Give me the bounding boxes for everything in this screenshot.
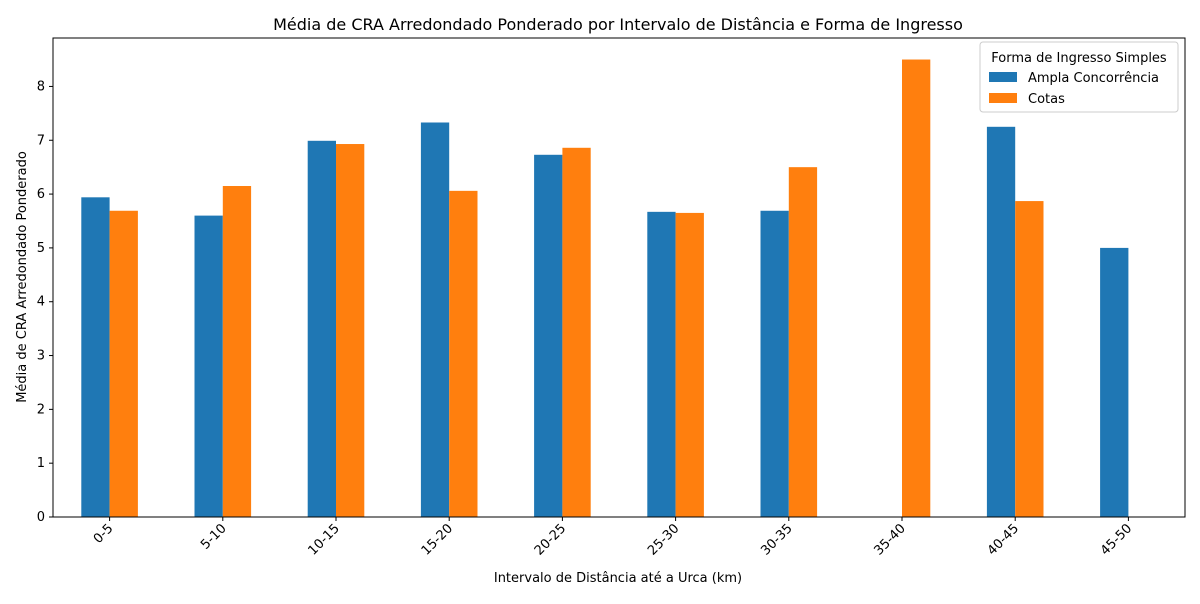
bar-cotas-35-40: [902, 59, 931, 518]
bar-cotas-20-25: [562, 147, 591, 517]
x-tick-label: 45-50: [1098, 521, 1135, 558]
bar-cotas-40-45: [1015, 201, 1044, 517]
bar-ampla-45-50: [1100, 247, 1129, 518]
y-tick-label: 0: [37, 510, 45, 525]
x-tick-label: 40-45: [985, 521, 1022, 558]
y-tick-label: 3: [37, 349, 45, 364]
y-tick-label: 8: [37, 79, 45, 94]
bar-ampla-5-10: [194, 215, 223, 517]
y-tick-label: 5: [37, 241, 45, 256]
legend-items: Ampla Concorrência Cotas: [989, 71, 1159, 107]
bar-cotas-30-35: [788, 167, 818, 518]
y-tick-label: 1: [37, 456, 45, 471]
bar-ampla-40-45: [986, 126, 1016, 517]
legend: Forma de Ingresso Simples Ampla Concorrê…: [979, 41, 1179, 113]
legend-swatch-cotas: [989, 93, 1017, 103]
bar-cotas-25-30: [675, 212, 704, 518]
bar-ampla-15-20: [420, 122, 450, 518]
y-axis-label: Média de CRA Arredondado Ponderado: [15, 151, 30, 403]
bar-cotas-15-20: [449, 190, 478, 518]
x-tick-label: 35-40: [872, 521, 909, 558]
x-axis-label: Intervalo de Distância até a Urca (km): [494, 571, 742, 586]
legend-swatch-ampla: [989, 72, 1017, 82]
legend-title: Forma de Ingresso Simples: [991, 51, 1167, 66]
legend-frame: [979, 41, 1179, 113]
x-tick-label: 5-10: [198, 521, 229, 552]
y-tick-label: 6: [37, 187, 45, 202]
bar-ampla-30-35: [760, 210, 789, 517]
y-tick-label: 2: [37, 402, 45, 417]
bar-ampla-0-5: [81, 197, 110, 517]
y-tick-label: 7: [37, 133, 45, 148]
x-tick-label: 10-15: [306, 521, 343, 558]
bar-ampla-20-25: [534, 154, 563, 517]
bar-cotas-0-5: [109, 210, 138, 517]
bar-ampla-25-30: [647, 211, 676, 517]
bar-cotas-10-15: [336, 144, 365, 517]
legend-label-cotas: Cotas: [1028, 92, 1065, 107]
bar-ampla-10-15: [307, 140, 336, 517]
chart-title: Média de CRA Arredondado Ponderado por I…: [273, 15, 963, 34]
plot-frame: [52, 37, 1186, 518]
x-tick-label: 30-35: [758, 521, 795, 558]
x-tick-label: 0-5: [91, 521, 117, 547]
x-tick-label: 20-25: [532, 521, 569, 558]
bars-layer: [81, 59, 1129, 518]
y-tick-label: 4: [37, 295, 45, 310]
x-tick-label: 25-30: [645, 521, 682, 558]
x-tick-label: 15-20: [419, 521, 456, 558]
legend-label-ampla: Ampla Concorrência: [1028, 71, 1159, 86]
bar-cotas-5-10: [222, 186, 252, 517]
